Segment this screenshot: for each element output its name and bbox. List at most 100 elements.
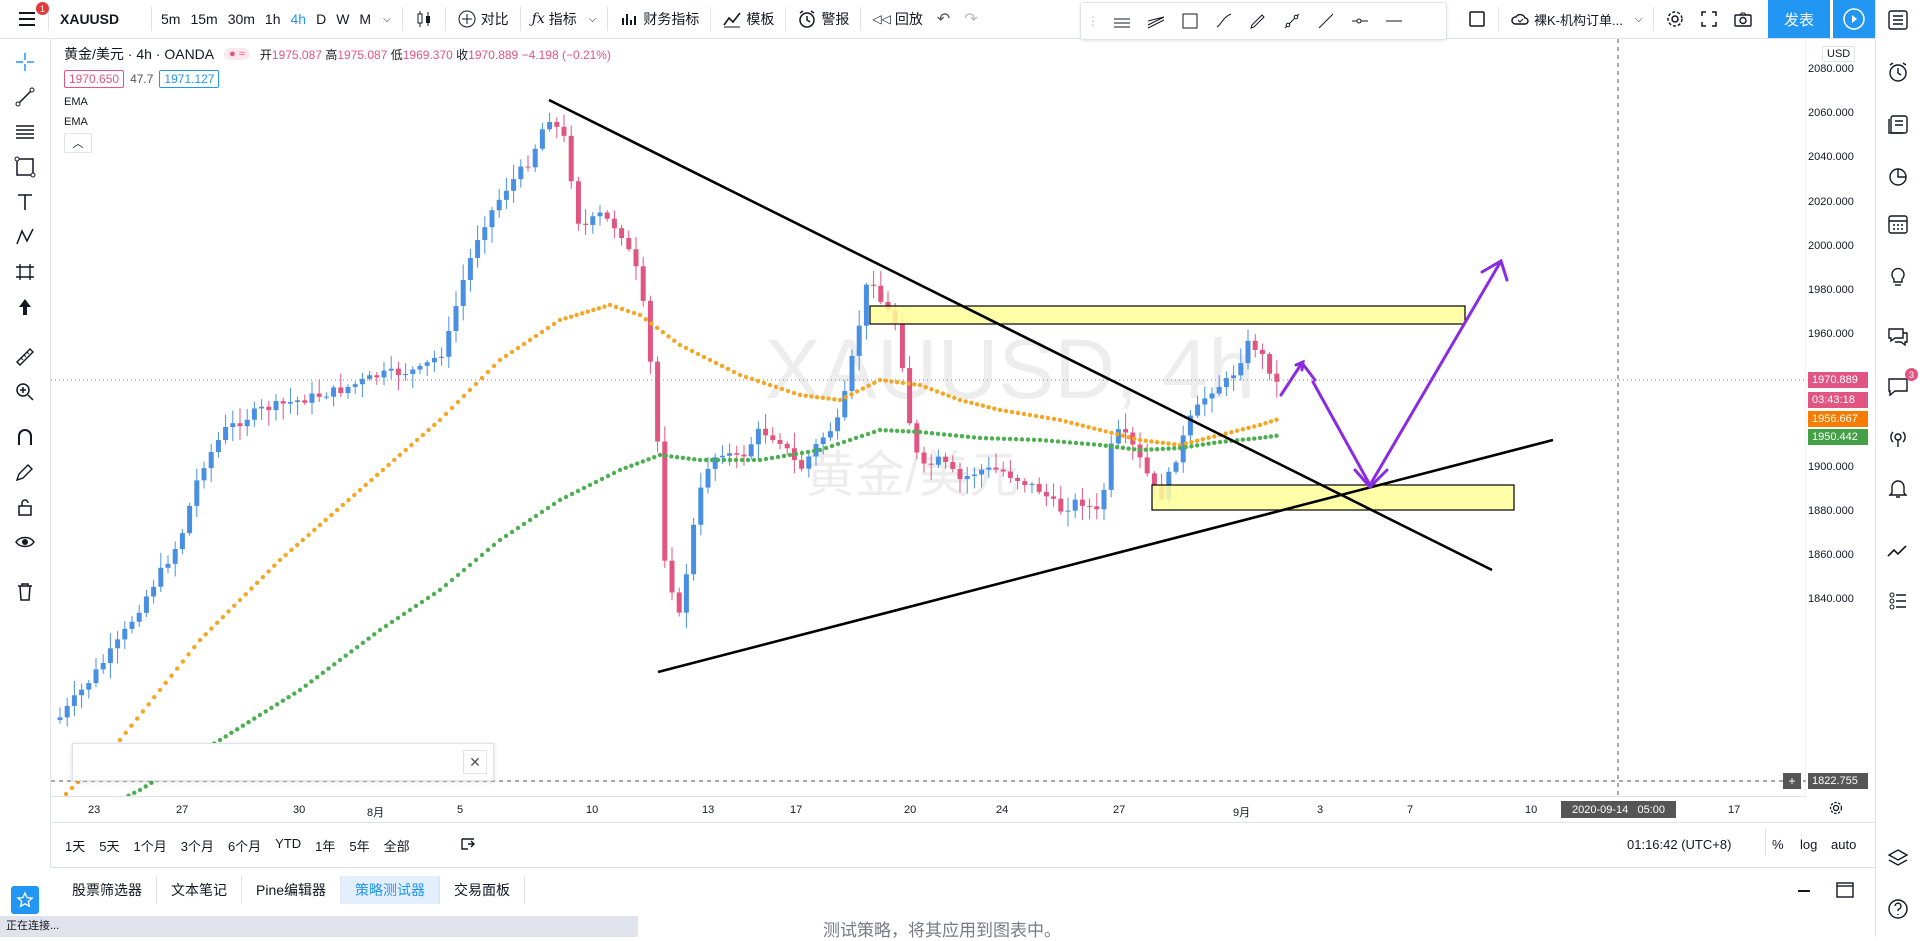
resistance-zone[interactable] <box>869 305 1466 325</box>
select-layout-button[interactable] <box>1460 0 1494 38</box>
add-crosshair-button[interactable]: + <box>1783 773 1801 789</box>
range-button[interactable]: 5年 <box>349 839 370 854</box>
auto-toggle[interactable]: auto <box>1831 837 1857 852</box>
range-button[interactable]: 1天 <box>65 839 86 854</box>
layers-button[interactable] <box>1884 845 1912 873</box>
symbol-search[interactable]: XAUUSD <box>60 11 120 27</box>
interval-W[interactable]: W <box>336 11 350 27</box>
range-button[interactable]: YTD <box>275 836 302 851</box>
brush-icon[interactable] <box>1214 11 1234 31</box>
horizontal-line-icon[interactable] <box>1384 11 1404 31</box>
goto-date-button[interactable] <box>459 835 477 856</box>
bottom-tab[interactable]: 文本笔记 <box>157 876 242 904</box>
calendar-button[interactable] <box>1884 210 1912 238</box>
dom-button[interactable] <box>1884 586 1912 614</box>
icon-tool[interactable] <box>12 294 38 320</box>
broadcast-button[interactable] <box>1884 424 1912 452</box>
alert-button[interactable]: 警报 <box>790 0 856 38</box>
magnet-tool[interactable] <box>12 424 38 450</box>
maximize-panel-button[interactable] <box>1836 882 1854 903</box>
zoom-tool[interactable] <box>12 379 38 405</box>
percent-toggle[interactable]: % <box>1772 837 1784 852</box>
axis-settings-button[interactable] <box>1828 800 1844 821</box>
legend-title[interactable]: 黄金/美元 · 4h · OANDA <box>64 46 215 62</box>
trend-line-icon[interactable] <box>1316 11 1336 31</box>
clock-label[interactable]: 01:16:42 (UTC+8) <box>1627 837 1732 852</box>
interval-M[interactable]: M <box>359 11 372 27</box>
prediction-tool[interactable] <box>12 259 38 285</box>
rectangle-tool-icon[interactable] <box>1180 11 1200 31</box>
horizontal-ray-icon[interactable] <box>1350 11 1370 31</box>
interval-4h[interactable]: 4h <box>290 11 307 27</box>
pitchfork-icon[interactable] <box>1146 11 1166 31</box>
projection-arrow[interactable] <box>1279 258 1509 490</box>
sell-price[interactable]: 1970.650 <box>64 70 125 88</box>
publish-button[interactable]: 发表 <box>1768 0 1830 38</box>
interval-dropdown[interactable]: ⌵ <box>376 0 398 38</box>
pattern-tool[interactable] <box>12 224 38 250</box>
descending-trend-line[interactable] <box>548 98 1493 572</box>
undo-button[interactable]: ↶ <box>930 0 957 38</box>
financials-button[interactable]: 财务指标 <box>612 0 706 38</box>
collapse-legend-button[interactable]: ︿ <box>64 133 92 153</box>
range-button[interactable]: 5天 <box>99 839 120 854</box>
notifications-button[interactable] <box>1884 474 1912 502</box>
shapes-tool[interactable] <box>12 154 38 180</box>
text-tool[interactable] <box>12 189 38 215</box>
watchlist-star-button[interactable] <box>11 886 39 914</box>
interval-1h[interactable]: 1h <box>264 11 281 27</box>
replay-button[interactable]: ◁◁ 回放 <box>865 0 929 38</box>
chats-button[interactable]: 3 <box>1884 368 1918 400</box>
watchlist-button[interactable] <box>1884 6 1912 34</box>
indicator-ema-2[interactable]: EMA <box>64 116 88 128</box>
chevron-down-icon[interactable]: ⌵ <box>588 13 597 25</box>
ray-icon[interactable] <box>1282 11 1302 31</box>
interval-D[interactable]: D <box>316 11 327 27</box>
screener-button[interactable] <box>1884 538 1912 566</box>
fullscreen-button[interactable] <box>1692 0 1726 38</box>
trend-line-tool[interactable] <box>12 84 38 110</box>
log-toggle[interactable]: log <box>1800 837 1818 852</box>
range-button[interactable]: 6个月 <box>227 839 262 854</box>
remove-drawings[interactable] <box>12 579 38 605</box>
snapshot-button[interactable] <box>1726 0 1760 38</box>
bottom-tab[interactable]: Pine编辑器 <box>242 876 342 904</box>
bottom-tab[interactable]: 股票筛选器 <box>58 876 157 904</box>
stay-in-drawing-mode[interactable] <box>12 459 38 485</box>
alerts-button[interactable] <box>1884 58 1912 86</box>
compare-button[interactable]: 对比 <box>450 0 516 38</box>
parallel-channel-icon[interactable] <box>1112 11 1132 31</box>
templates-button[interactable]: 模板 <box>715 0 781 38</box>
buy-price[interactable]: 1971.127 <box>159 70 220 88</box>
data-window-button[interactable] <box>1884 110 1912 138</box>
interval-5m[interactable]: 5m <box>161 11 181 27</box>
menu-button[interactable]: 1 <box>10 0 49 38</box>
ideas-button[interactable] <box>1884 262 1912 290</box>
layout-save-button[interactable]: 裸K-机构订单... ⌵ <box>1503 0 1649 38</box>
hide-drawings[interactable] <box>12 529 38 555</box>
play-button[interactable] <box>1833 0 1875 38</box>
range-button[interactable]: 3个月 <box>180 839 214 854</box>
crosshair-tool[interactable] <box>12 49 38 75</box>
lock-drawings[interactable] <box>12 494 38 520</box>
help-button[interactable] <box>1884 895 1912 923</box>
measure-tool[interactable] <box>12 344 38 370</box>
range-button[interactable]: 全部 <box>383 839 410 854</box>
collapse-panel-button[interactable] <box>1798 890 1810 892</box>
interval-30m[interactable]: 30m <box>227 11 255 27</box>
hotlists-button[interactable] <box>1884 162 1912 190</box>
redo-button[interactable]: ↷ <box>957 0 984 38</box>
range-button[interactable]: 1个月 <box>133 839 167 854</box>
indicator-ema-1[interactable]: EMA <box>64 96 88 108</box>
currency-label[interactable]: USD <box>1822 46 1856 62</box>
bottom-tab[interactable]: 策略测试器 <box>341 876 441 904</box>
streams-button[interactable] <box>1884 322 1912 350</box>
indicators-button[interactable]: ƒx 指标 ⌵ <box>525 0 604 38</box>
bottom-tab[interactable]: 交易面板 <box>440 876 526 904</box>
chart-type-button[interactable] <box>407 0 441 38</box>
fib-tool[interactable] <box>12 119 38 145</box>
price-chart[interactable]: XAUUSD, 4h 黄金/美元 <box>51 39 1806 796</box>
drag-handle-icon[interactable]: ⋮ <box>1087 14 1099 28</box>
pen-icon[interactable] <box>1248 11 1268 31</box>
range-button[interactable]: 1年 <box>315 839 336 854</box>
